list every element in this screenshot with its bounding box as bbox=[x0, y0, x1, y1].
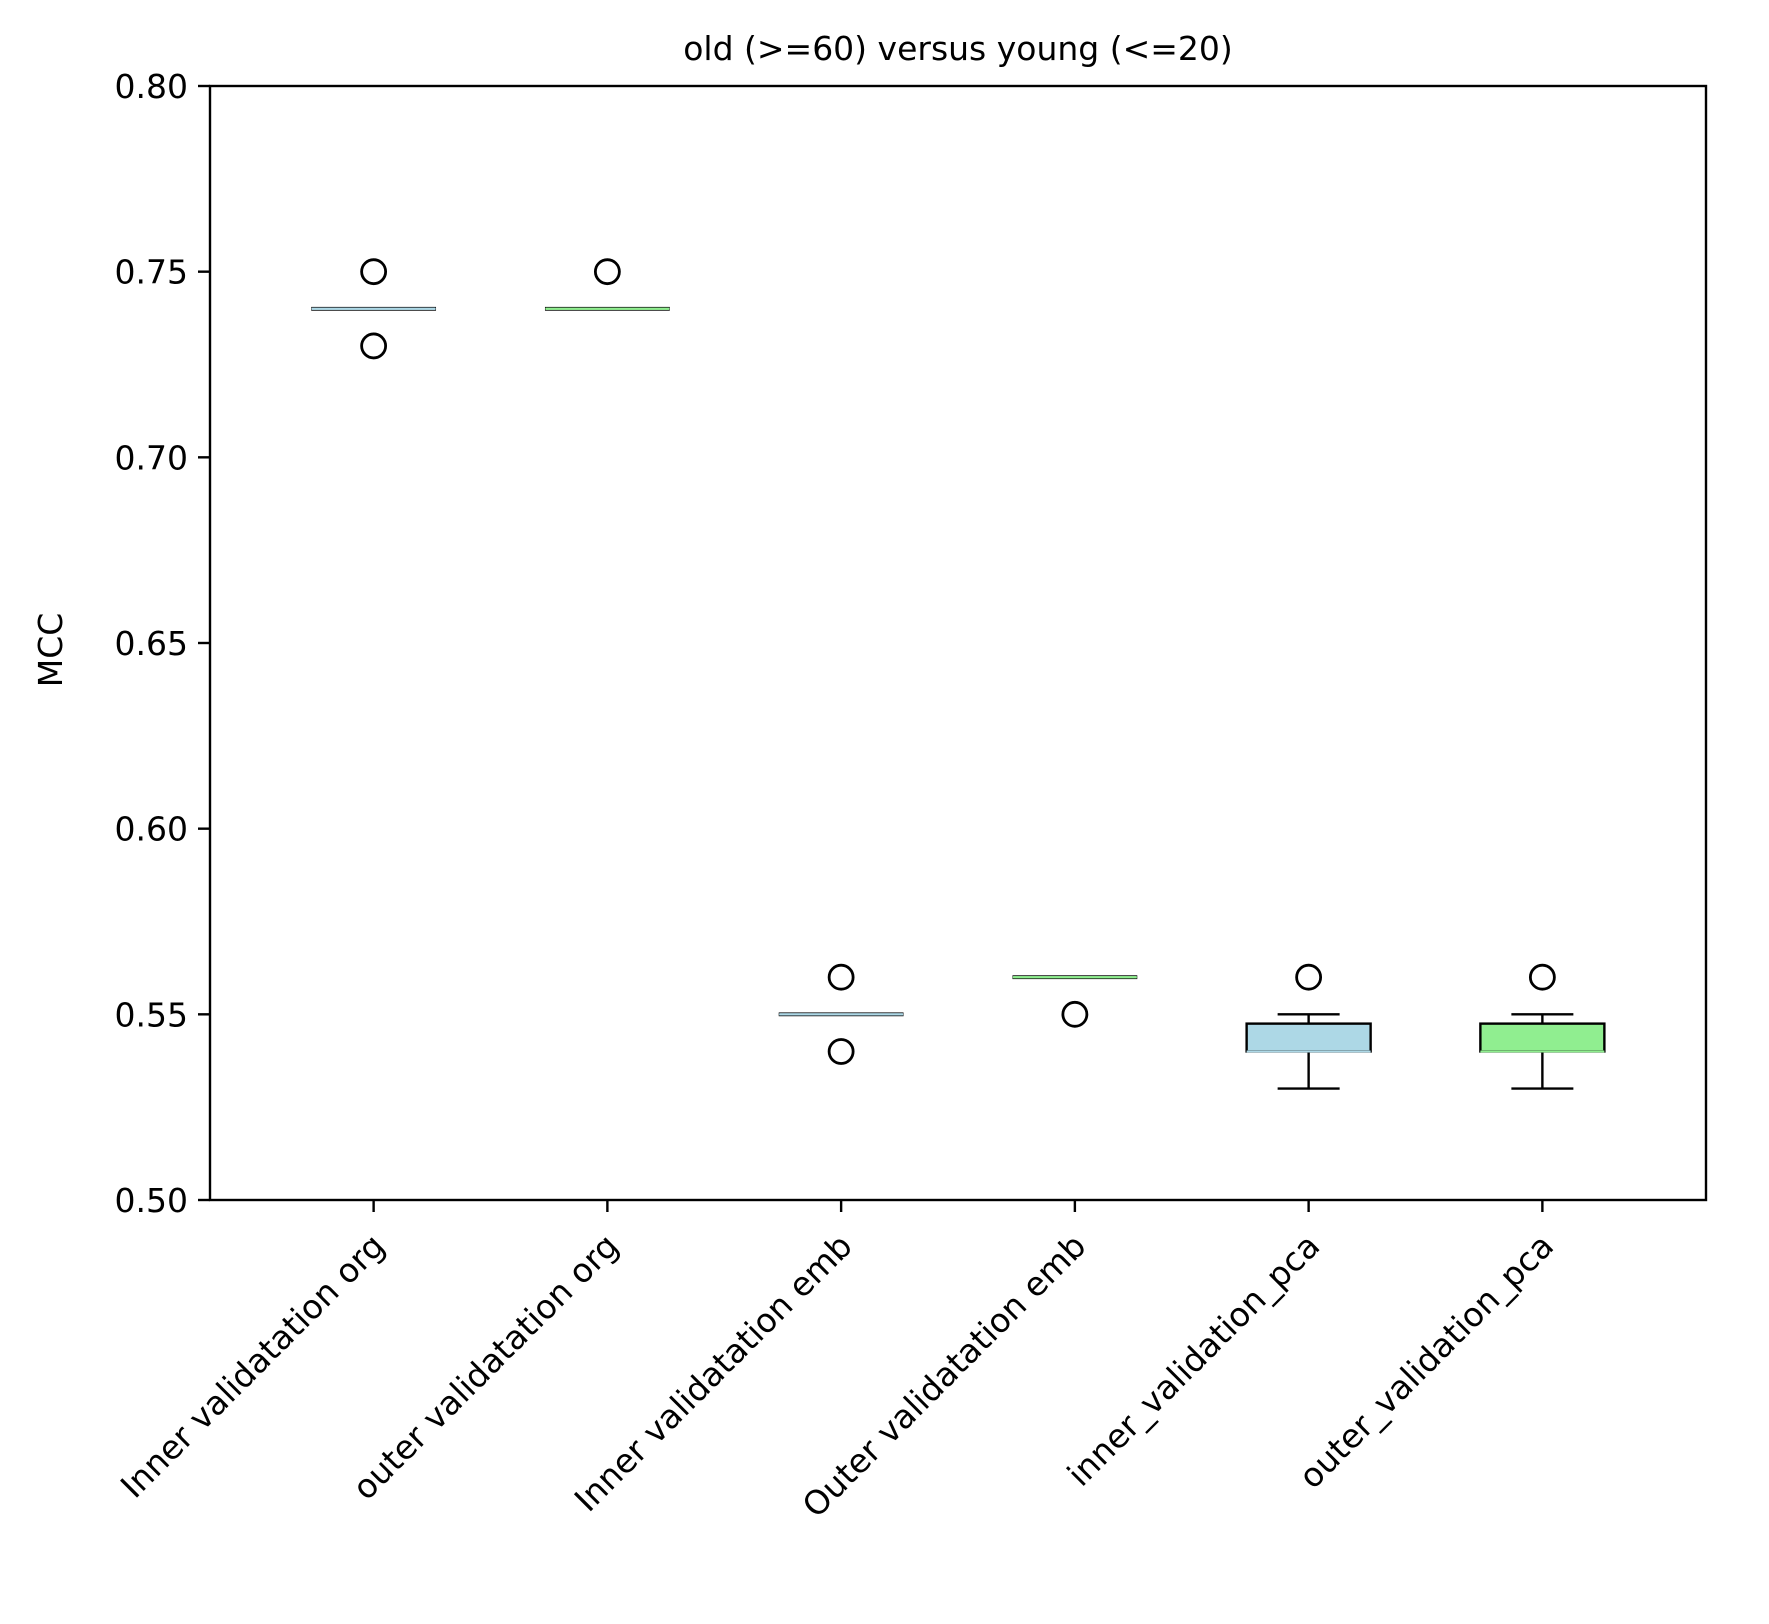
box-series bbox=[311, 258, 1606, 1090]
box-body bbox=[1479, 1022, 1606, 1053]
y-tick-label: 0.65 bbox=[115, 624, 188, 663]
plot-area-frame bbox=[208, 84, 1708, 1202]
outlier-point bbox=[1295, 963, 1323, 991]
box-body bbox=[1245, 1022, 1372, 1053]
outlier-point bbox=[360, 258, 388, 286]
box-group bbox=[1012, 975, 1138, 1028]
axis-ticks: 0.50 0.55 0.60 0.65 0.70 0.75 0.80 Inner valida… bbox=[113, 67, 1561, 1525]
outlier-point bbox=[1061, 1000, 1089, 1028]
y-axis-label: MCC bbox=[31, 613, 70, 688]
box-group bbox=[1245, 963, 1372, 1090]
outlier-point bbox=[827, 963, 855, 991]
y-tick-label: 0.80 bbox=[115, 67, 188, 106]
y-tick-label: 0.60 bbox=[115, 810, 188, 849]
y-tick-label: 0.70 bbox=[115, 438, 188, 477]
outlier-point bbox=[1528, 963, 1556, 991]
y-tick-label: 0.55 bbox=[115, 995, 188, 1034]
outlier-point bbox=[827, 1038, 855, 1065]
y-tick-label: 0.50 bbox=[115, 1181, 188, 1220]
y-tick-label: 0.75 bbox=[115, 253, 188, 292]
chart-title: old (>=60) versus young (<=20) bbox=[683, 29, 1233, 68]
x-tick-label: Inner validatation org bbox=[113, 1226, 392, 1505]
x-tick-label: outer validatation org bbox=[345, 1226, 626, 1507]
box-group bbox=[544, 258, 670, 311]
x-tick-label: inner_validation_pca bbox=[1060, 1226, 1328, 1494]
box-group bbox=[1479, 963, 1606, 1090]
box-group bbox=[778, 963, 904, 1065]
box-group bbox=[311, 258, 437, 360]
outlier-point bbox=[360, 332, 388, 360]
x-tick-label: outer_validation_pca bbox=[1291, 1226, 1561, 1496]
outlier-point bbox=[593, 258, 621, 286]
